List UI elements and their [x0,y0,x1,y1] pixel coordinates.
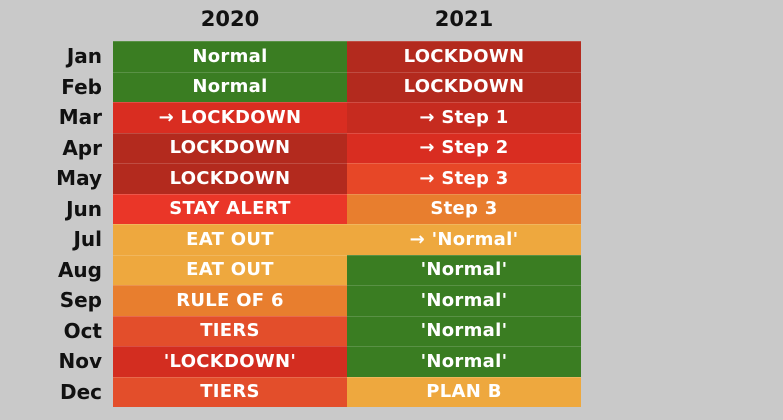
cell-2021-oct: 'Normal' [347,315,581,346]
cell-2021-jul: → 'Normal' [347,224,581,255]
row-label-oct: Oct [63,318,102,343]
row-label-feb: Feb [61,74,102,99]
covid-restrictions-comparison-table: 2020 2021 Jan Normal LOCKDOWN Feb Normal… [0,0,581,407]
row-label-jul: Jul [73,227,102,252]
cell-2020-dec: TIERS [113,376,347,407]
cell-2021-mar: → Step 1 [347,102,581,133]
cell-2020-feb: Normal [113,71,347,102]
cell-2020-aug: EAT OUT [113,254,347,285]
row-label-sep: Sep [59,288,102,313]
row-label-dec: Dec [59,379,102,404]
cell-2021-nov: 'Normal' [347,346,581,377]
cell-2021-feb: LOCKDOWN [347,71,581,102]
column-header-2020: 2020 [200,7,260,31]
cell-2020-jun: STAY ALERT [113,193,347,224]
cell-2020-jul: EAT OUT [113,224,347,255]
row-label-mar: Mar [58,105,102,130]
cell-2020-may: LOCKDOWN [113,163,347,194]
row-label-jan: Jan [66,44,102,69]
column-header-2021: 2021 [434,7,494,31]
row-label-jun: Jun [66,196,102,221]
cell-2020-oct: TIERS [113,315,347,346]
cell-2020-apr: LOCKDOWN [113,132,347,163]
cell-2021-jan: LOCKDOWN [347,41,581,72]
cell-2020-nov: 'LOCKDOWN' [113,346,347,377]
cell-2021-dec: PLAN B [347,376,581,407]
cell-2021-sep: 'Normal' [347,285,581,316]
row-label-may: May [56,166,102,191]
cell-2021-apr: → Step 2 [347,132,581,163]
row-label-nov: Nov [58,349,102,374]
cell-2021-may: → Step 3 [347,163,581,194]
cell-2020-mar: → LOCKDOWN [113,102,347,133]
cell-2020-sep: RULE OF 6 [113,285,347,316]
table-corner-spacer [0,0,113,41]
cell-2020-jan: Normal [113,41,347,72]
cell-2021-jun: Step 3 [347,193,581,224]
row-label-aug: Aug [57,257,102,282]
row-label-apr: Apr [62,135,102,160]
cell-2021-aug: 'Normal' [347,254,581,285]
